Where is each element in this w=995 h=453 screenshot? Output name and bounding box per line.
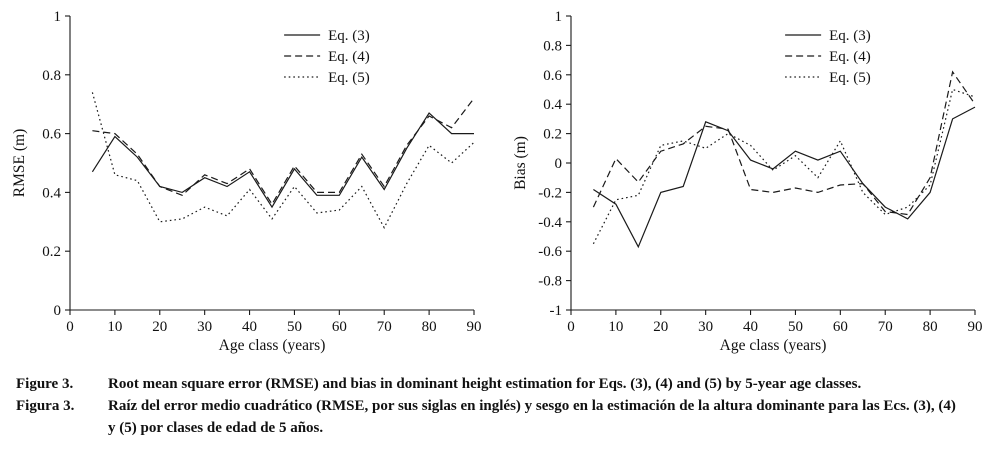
svg-text:1: 1 <box>555 9 563 25</box>
svg-text:80: 80 <box>422 319 437 335</box>
svg-text:0.4: 0.4 <box>543 97 562 113</box>
svg-text:-0.8: -0.8 <box>538 274 562 290</box>
svg-text:0: 0 <box>66 319 74 335</box>
svg-text:Eq. (5): Eq. (5) <box>829 70 871 86</box>
svg-text:Age class (years): Age class (years) <box>720 337 827 354</box>
caption-label-es: Figura 3. <box>16 397 75 414</box>
svg-text:0.6: 0.6 <box>42 127 61 143</box>
caption-text-es: Raíz del error medio cuadrático (RMSE, p… <box>108 397 956 436</box>
svg-text:0.2: 0.2 <box>543 127 562 143</box>
svg-text:0.2: 0.2 <box>42 244 61 260</box>
svg-text:RMSE (m): RMSE (m) <box>11 129 28 197</box>
svg-text:30: 30 <box>197 319 212 335</box>
svg-text:0.6: 0.6 <box>543 68 562 84</box>
figure-caption: Figure 3. Root mean square error (RMSE) … <box>0 362 995 439</box>
svg-text:90: 90 <box>968 319 983 335</box>
svg-text:-0.4: -0.4 <box>538 215 562 231</box>
svg-text:20: 20 <box>152 319 167 335</box>
caption-label-en: Figure 3. <box>16 376 74 392</box>
caption-text-en: Root mean square error (RMSE) and bias i… <box>108 376 862 392</box>
svg-text:10: 10 <box>608 319 623 335</box>
svg-text:60: 60 <box>332 319 347 335</box>
svg-text:40: 40 <box>242 319 257 335</box>
svg-text:90: 90 <box>467 319 482 335</box>
svg-text:0.8: 0.8 <box>543 38 562 54</box>
svg-text:10: 10 <box>107 319 122 335</box>
svg-text:Age class (years): Age class (years) <box>219 337 326 354</box>
svg-text:40: 40 <box>743 319 758 335</box>
svg-text:0.8: 0.8 <box>42 68 61 84</box>
svg-text:1: 1 <box>54 9 62 25</box>
rmse-chart: 0 10 20 30 40 50 60 70 80 90 0 0.2 0.4 0.6 0.8 1 Age cla… <box>11 9 482 354</box>
svg-text:80: 80 <box>923 319 938 335</box>
rmse-chart-block: 0 10 20 30 40 50 60 70 80 90 0 0.2 0.4 0.6 0.8 1 Age cla… <box>6 4 488 362</box>
svg-text:0.4: 0.4 <box>42 185 61 201</box>
bias-chart-block: 0 10 20 30 40 50 60 70 80 90 -1 -0.8 -0.6 -0.4 -0.2 0 0.… <box>507 4 989 362</box>
svg-text:Eq. (3): Eq. (3) <box>328 28 370 44</box>
svg-text:Eq. (3): Eq. (3) <box>829 28 871 44</box>
svg-text:50: 50 <box>287 319 302 335</box>
svg-text:0: 0 <box>555 156 563 172</box>
svg-text:30: 30 <box>698 319 713 335</box>
svg-text:Bias (m): Bias (m) <box>512 136 529 190</box>
svg-text:Eq. (4): Eq. (4) <box>328 49 370 65</box>
svg-text:Eq. (4): Eq. (4) <box>829 49 871 65</box>
caption-row-es: Figura 3. Raíz del error medio cuadrátic… <box>16 396 985 440</box>
svg-text:50: 50 <box>788 319 803 335</box>
svg-text:0: 0 <box>54 303 62 319</box>
svg-text:-1: -1 <box>550 303 563 319</box>
svg-text:-0.2: -0.2 <box>538 185 562 201</box>
svg-text:70: 70 <box>377 319 392 335</box>
bias-chart: 0 10 20 30 40 50 60 70 80 90 -1 -0.8 -0.6 -0.4 -0.2 0 0.… <box>512 9 983 354</box>
svg-text:70: 70 <box>878 319 893 335</box>
svg-text:0: 0 <box>567 319 575 335</box>
svg-text:20: 20 <box>653 319 668 335</box>
charts-row: 0 10 20 30 40 50 60 70 80 90 0 0.2 0.4 0.6 0.8 1 Age cla… <box>6 4 989 362</box>
caption-row-en: Figure 3. Root mean square error (RMSE) … <box>16 374 985 396</box>
svg-text:60: 60 <box>833 319 848 335</box>
svg-text:Eq. (5): Eq. (5) <box>328 70 370 86</box>
svg-text:-0.6: -0.6 <box>538 244 562 260</box>
